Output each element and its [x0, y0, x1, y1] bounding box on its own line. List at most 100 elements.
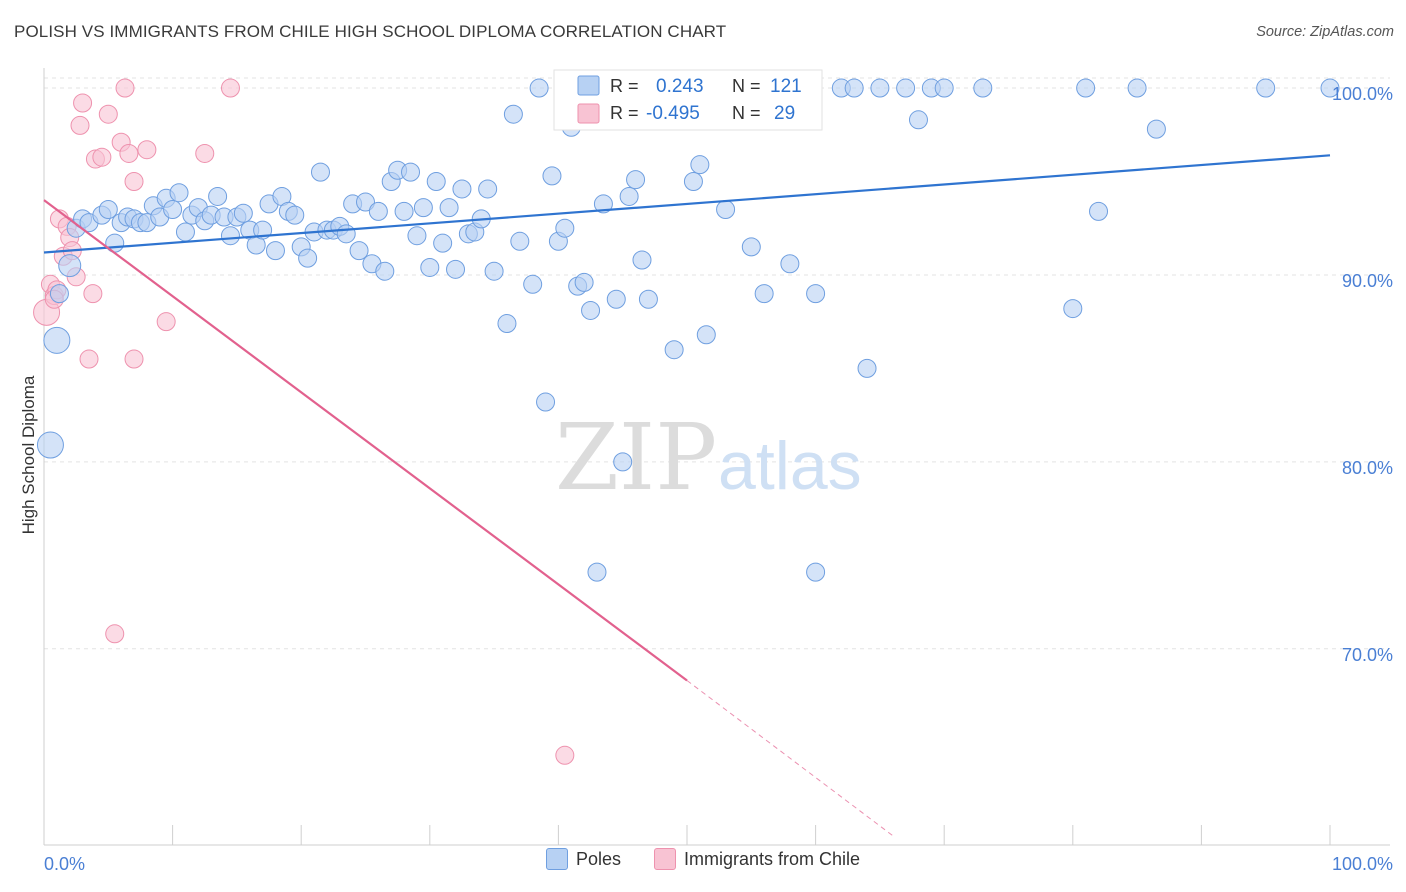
chart-title: POLISH VS IMMIGRANTS FROM CHILE HIGH SCH… — [14, 22, 727, 41]
legend-item-poles[interactable]: Poles — [545, 848, 621, 870]
poles-point — [310, 162, 330, 182]
chile-point — [137, 140, 157, 160]
poles-point — [407, 226, 427, 246]
poles-point — [36, 431, 64, 459]
stats-chile-r-value: -0.495 — [646, 103, 700, 124]
poles-point — [613, 452, 633, 472]
grid-lines — [44, 77, 1390, 650]
legend-chile-swatch — [654, 848, 676, 870]
legend-item-chile[interactable]: Immigrants from Chile — [654, 848, 860, 870]
chile-point — [98, 104, 118, 124]
poles-point — [606, 289, 626, 309]
poles-point — [484, 261, 504, 281]
poles-point — [1146, 119, 1166, 139]
poles-point — [1089, 201, 1109, 221]
legend: Poles Immigrants from Chile — [0, 848, 1406, 875]
poles-point — [298, 248, 318, 268]
x-tick-label: 0.0% — [44, 854, 85, 874]
poles-point — [529, 78, 549, 98]
watermark-atlas: atlas — [718, 428, 862, 504]
poles-point — [664, 340, 684, 360]
poles-point — [356, 192, 375, 212]
watermark-zip: ZIP — [555, 404, 717, 511]
poles-point — [420, 257, 440, 277]
poles-point — [175, 222, 195, 242]
stats-box: R = 0.243 N = 121 R = -0.495 N = 29 — [553, 69, 823, 131]
poles-point — [446, 259, 466, 279]
poles-point — [542, 166, 562, 186]
chile-point — [555, 745, 575, 765]
series-poles-points — [36, 78, 1340, 582]
chile-point — [220, 78, 240, 98]
poles-point — [58, 254, 82, 278]
chile-point — [92, 147, 112, 167]
y-axis-label: High School Diploma — [19, 375, 38, 534]
poles-point — [638, 289, 658, 309]
legend-poles-label: Poles — [575, 848, 621, 869]
stats-poles-swatch — [577, 75, 600, 96]
poles-point — [43, 326, 71, 354]
source-label: Source: ZipAtlas.com — [1256, 24, 1394, 40]
chile-point — [73, 93, 93, 113]
poles-point — [49, 284, 69, 304]
poles-point — [220, 226, 240, 246]
trend-lines — [43, 154, 1331, 837]
chile-point — [115, 78, 135, 98]
poles-point — [844, 78, 864, 98]
chile-trend-line — [43, 199, 688, 682]
poles-point — [523, 274, 543, 294]
chile-trend-extension — [686, 680, 894, 837]
poles-point — [536, 392, 556, 412]
tick-labels: 70.0% 80.0% 90.0% 100.0% 0.0% 100.0% — [44, 84, 1393, 874]
stats-poles-n-label: N = — [732, 76, 761, 96]
poles-point — [169, 183, 189, 203]
poles-point — [503, 104, 523, 124]
poles-trend-line — [43, 154, 1331, 254]
poles-point — [208, 186, 228, 206]
poles-point — [349, 241, 369, 261]
poles-point — [780, 254, 800, 274]
stats-poles-r-label: R = — [610, 76, 639, 96]
poles-point — [587, 562, 607, 582]
stats-chile-n-label: N = — [732, 103, 761, 123]
legend-chile-label: Immigrants from Chile — [684, 848, 861, 869]
poles-point — [497, 314, 517, 334]
poles-point — [896, 78, 916, 98]
poles-point — [806, 284, 826, 304]
watermark: ZIP atlas — [555, 404, 862, 511]
poles-point — [581, 300, 601, 320]
poles-point — [1256, 78, 1276, 98]
chile-point — [195, 143, 215, 163]
poles-point — [632, 250, 652, 270]
poles-point — [683, 171, 703, 191]
chile-point — [156, 312, 176, 332]
poles-point — [806, 562, 826, 582]
poles-point — [478, 179, 498, 199]
poles-point — [555, 218, 575, 238]
poles-point — [574, 272, 594, 292]
stats-poles-n-value: 121 — [770, 76, 802, 97]
stats-chile-n-value: 29 — [774, 103, 795, 124]
poles-point — [857, 358, 877, 378]
poles-point — [413, 198, 433, 218]
poles-point — [741, 237, 761, 257]
chile-point — [79, 349, 99, 369]
poles-point — [433, 233, 453, 253]
chile-point — [70, 115, 90, 135]
poles-point — [934, 78, 954, 98]
y-tick-label: 100.0% — [1332, 84, 1393, 104]
legend-poles-swatch — [545, 848, 568, 870]
chile-point — [119, 143, 139, 163]
poles-point — [285, 205, 305, 225]
poles-point — [368, 201, 388, 221]
poles-point — [716, 200, 736, 220]
stats-chile-swatch — [577, 103, 600, 124]
poles-point — [439, 198, 459, 218]
poles-point — [426, 171, 446, 191]
poles-point — [452, 179, 472, 199]
poles-point — [510, 231, 530, 251]
chile-point — [83, 284, 103, 304]
poles-point — [696, 325, 716, 345]
poles-point — [593, 194, 613, 214]
